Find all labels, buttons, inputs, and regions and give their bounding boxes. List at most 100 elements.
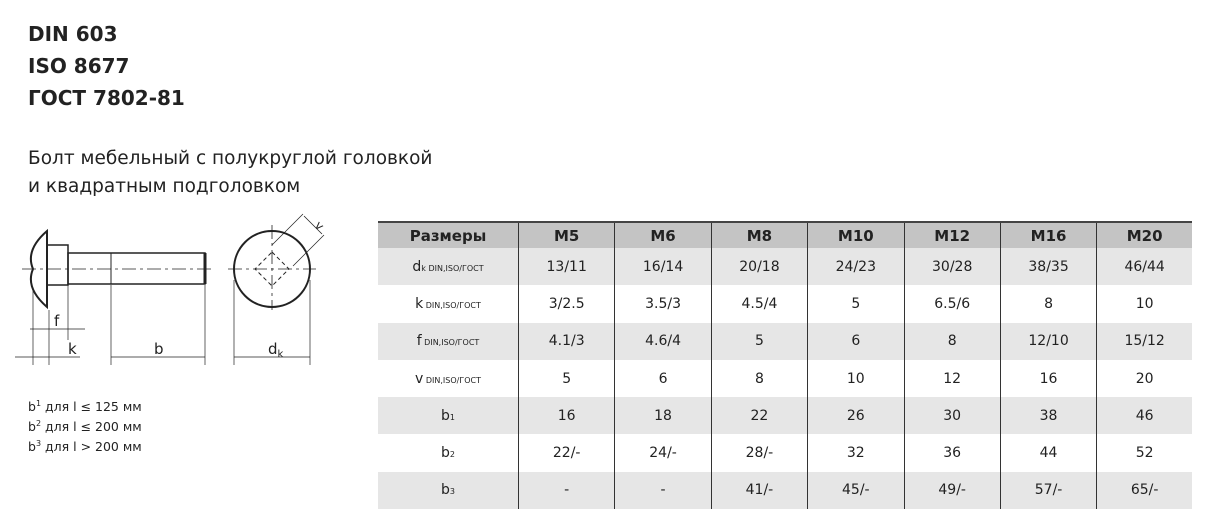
table-cell: - <box>517 471 615 510</box>
table-cell: 22 <box>710 397 808 435</box>
table-cell: 24/23 <box>807 248 904 286</box>
table-cell: 32 <box>807 434 904 472</box>
table-cell: 3.5/3 <box>614 285 712 323</box>
table-cell: 5 <box>517 359 615 398</box>
note-line: b1 для l ≤ 125 мм <box>28 395 142 415</box>
dim-dk-label: dk <box>268 340 284 360</box>
column-header: M16 <box>999 221 1097 248</box>
dim-k-label: k <box>68 340 77 358</box>
table-row: b1 16 18 22 26 30 38 46 <box>378 397 1192 435</box>
param-symbol: b <box>441 482 450 499</box>
param-symbol: f <box>416 333 422 350</box>
note-symbol: b <box>28 399 36 415</box>
table-cell: 5 <box>710 322 808 360</box>
table-cell: 45/- <box>807 471 904 510</box>
description-line: Болт мебельный с полукруглой головкой <box>28 148 433 169</box>
standard-din: DIN 603 <box>28 22 118 46</box>
length-notes: b1 для l ≤ 125 мм b2 для l ≤ 200 мм b3 для… <box>28 395 142 455</box>
table-cell: 38/35 <box>999 248 1097 286</box>
param-standard: DIN,ISO/ГОСТ <box>421 338 480 348</box>
table-cell: 41/- <box>710 471 808 510</box>
table-cell: 6 <box>807 322 904 360</box>
column-header: Размеры <box>378 221 519 248</box>
table-cell: 5 <box>807 285 904 323</box>
table-cell: 52 <box>1096 434 1192 472</box>
table-cell: 65/- <box>1096 471 1192 510</box>
table-cell: 8 <box>710 359 808 398</box>
bolt-drawing: f k b dk v <box>15 213 327 365</box>
column-header: M10 <box>807 221 904 248</box>
param-symbol: b <box>441 445 450 462</box>
table-cell: 6.5/6 <box>903 285 1001 323</box>
note-line: b3 для l > 200 мм <box>28 435 142 455</box>
note-index: 3 <box>35 439 42 449</box>
param-standard: DIN,ISO/ГОСТ <box>423 300 481 310</box>
table-cell: 8 <box>999 285 1097 323</box>
standard-gost: ГОСТ 7802-81 <box>28 86 185 110</box>
column-header: M5 <box>517 221 615 248</box>
column-header: M8 <box>710 221 808 248</box>
table-cell: 10 <box>807 359 904 398</box>
table-cell: 3/2.5 <box>517 285 615 323</box>
note-index: 2 <box>35 419 42 429</box>
table-cell: 49/- <box>903 471 1001 510</box>
row-label: b2 <box>378 434 519 471</box>
table-cell: 24/- <box>614 434 712 472</box>
table-cell: 16/14 <box>614 248 712 286</box>
table-cell: 12 <box>903 359 1001 398</box>
note-index: 1 <box>35 399 42 408</box>
dimensions-table: Размеры M5 M6 M8 M10 M12 M16 M20 dk DIN,ISO/ГОС… <box>378 221 1192 510</box>
row-label: b1 <box>378 397 519 435</box>
table-cell: 57/- <box>999 471 1097 510</box>
dim-f-label: f <box>54 312 60 330</box>
table-cell: 20/18 <box>710 248 808 286</box>
table-cell: 13/11 <box>517 248 615 286</box>
param-subscript: 2 <box>449 450 455 460</box>
table-row: b2 22/- 24/- 28/- 32 36 44 52 <box>378 434 1192 472</box>
note-symbol: b <box>28 439 36 455</box>
table-cell: 36 <box>903 434 1001 472</box>
table-cell: 12/10 <box>999 322 1097 360</box>
param-standard: DIN,ISO/ГОСТ <box>425 263 484 273</box>
product-description: Болт мебельный с полукруглой головкой и … <box>28 145 432 201</box>
table-cell: 16 <box>517 397 615 435</box>
table-cell: 20 <box>1096 359 1192 398</box>
table-cell: 46/44 <box>1096 248 1192 286</box>
note-text: для l ≤ 200 мм <box>41 419 142 435</box>
table-cell: 38 <box>999 397 1097 435</box>
description-line: и квадратным подголовком <box>28 176 301 197</box>
column-header: M12 <box>903 221 1001 248</box>
table-cell: - <box>614 471 712 510</box>
param-standard: DIN,ISO/ГОСТ <box>423 375 481 385</box>
note-text: для l ≤ 125 мм <box>41 399 142 415</box>
note-text: для l > 200 мм <box>41 439 142 455</box>
table-cell: 4.1/3 <box>517 322 615 360</box>
table-cell: 4.6/4 <box>614 322 712 360</box>
table-cell: 18 <box>614 397 712 435</box>
table-cell: 15/12 <box>1096 322 1192 360</box>
row-label: f DIN,ISO/ГОСТ <box>378 322 519 360</box>
table-cell: 8 <box>903 322 1001 360</box>
param-subscript: 3 <box>449 487 455 497</box>
row-label: dk DIN,ISO/ГОСТ <box>378 248 519 286</box>
param-symbol: v <box>415 370 424 387</box>
table-row: dk DIN,ISO/ГОСТ 13/11 16/14 20/18 24/23 30/28… <box>378 248 1192 286</box>
table-row: v DIN,ISO/ГОСТ 5 6 8 10 12 16 20 <box>378 359 1192 398</box>
table-cell: 46 <box>1096 397 1192 435</box>
table-row: f DIN,ISO/ГОСТ 4.1/3 4.6/4 5 6 8 12/10 15/12 <box>378 322 1192 360</box>
note-symbol: b <box>28 419 36 435</box>
table-cell: 4.5/4 <box>710 285 808 323</box>
table-cell: 26 <box>807 397 904 435</box>
dim-b-label: b <box>154 340 164 358</box>
param-subscript: k <box>421 263 426 273</box>
row-label: b3 <box>378 471 519 510</box>
table-cell: 10 <box>1096 285 1192 323</box>
table-cell: 30 <box>903 397 1001 435</box>
note-line: b2 для l ≤ 200 мм <box>28 415 142 435</box>
table-row: b3- -41/- 45/- 49/- 57/- 65/- <box>378 471 1192 510</box>
row-label: v DIN,ISO/ГОСТ <box>378 360 519 397</box>
table-row: k DIN,ISO/ГОСТ 3/2.5 3.5/3 4.5/4 5 6.5/6 8 10 <box>378 285 1192 323</box>
table-cell: 30/28 <box>903 248 1001 286</box>
param-symbol: k <box>415 295 424 312</box>
param-symbol: b <box>441 407 450 424</box>
